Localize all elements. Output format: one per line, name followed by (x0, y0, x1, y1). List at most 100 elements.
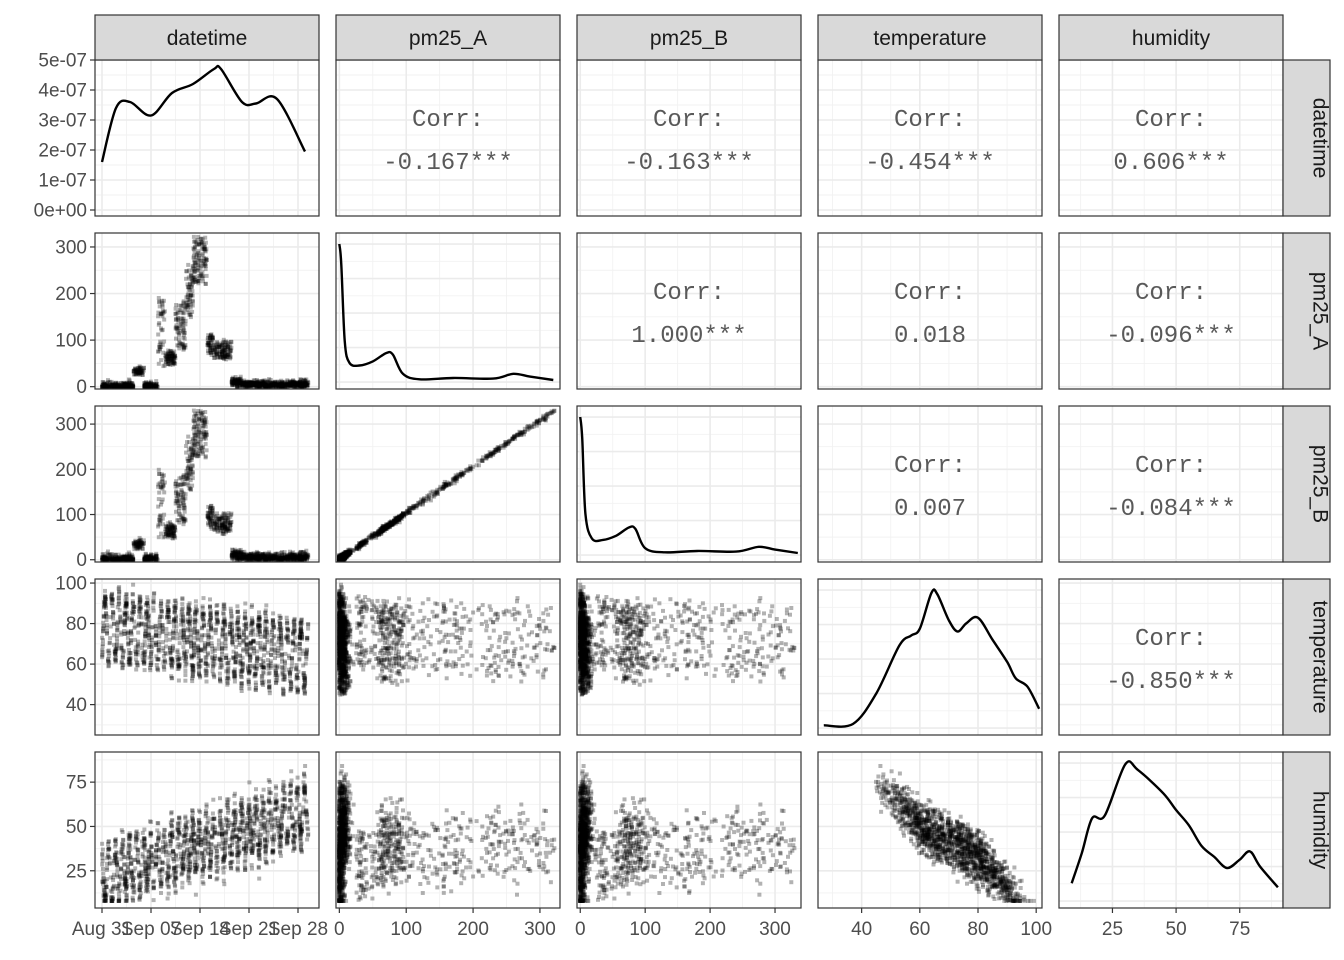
scatter-point (240, 381, 245, 386)
scatter-point (179, 322, 183, 327)
scatter-point (164, 359, 168, 364)
scatter-point (125, 383, 130, 388)
scatter-point (106, 553, 111, 558)
scatter-point (185, 285, 190, 290)
scatter-point (295, 383, 300, 387)
scatter-point (161, 310, 166, 315)
scatter-point (293, 381, 298, 386)
scatter-point (103, 383, 108, 388)
scatter-point (115, 383, 120, 388)
scatter-point (102, 383, 107, 388)
scatter-point (197, 241, 201, 246)
scatter-point (165, 355, 170, 360)
scatter-point (233, 378, 238, 382)
scatter-point (214, 352, 219, 357)
scatter-point (228, 356, 232, 361)
scatter-point (131, 369, 136, 374)
scatter-point (198, 273, 203, 278)
scatter-point (297, 380, 302, 385)
scatter-point (257, 384, 262, 389)
scatter-point (193, 269, 197, 274)
scatter-point (209, 526, 214, 531)
scatter-point (476, 458, 481, 463)
scatter-point (234, 384, 239, 389)
scatter-point (186, 474, 191, 479)
scatter-point (196, 445, 201, 450)
scatter-point (261, 382, 266, 387)
scatter-point (173, 354, 178, 358)
scatter-point (161, 298, 166, 303)
scatter-point (190, 303, 195, 308)
scatter-point (103, 383, 108, 388)
scatter-point (240, 382, 245, 387)
scatter-point (200, 425, 205, 430)
scatter-point (142, 384, 147, 389)
scatter-point (228, 342, 233, 347)
scatter-point (209, 333, 213, 338)
correlation-label: Corr: (894, 453, 966, 480)
scatter-point (296, 382, 301, 387)
scatter-point (161, 535, 166, 540)
scatter-point (239, 381, 244, 385)
scatter-point (181, 335, 186, 340)
scatter-point (114, 384, 119, 389)
scatter-point (282, 379, 287, 384)
scatter-point (133, 372, 138, 376)
scatter-point (122, 384, 127, 389)
scatter-point (271, 384, 275, 389)
scatter-point (286, 380, 291, 385)
scatter-point (120, 383, 125, 388)
scatter-point (297, 557, 302, 562)
scatter-point (113, 384, 118, 389)
scatter-point (235, 381, 240, 386)
scatter-point (176, 333, 181, 337)
scatter-point (301, 384, 306, 389)
scatter-point (224, 353, 229, 358)
panel-datetime-vs-pm25_A: Corr:-0.167*** (335, 59, 561, 217)
panel-temperature-vs-datetime (94, 578, 320, 736)
scatter-point (174, 323, 179, 328)
scatter-point (151, 383, 156, 387)
scatter-point (294, 384, 299, 389)
scatter-point (278, 382, 282, 387)
scatter-point (183, 343, 188, 347)
scatter-point (300, 384, 305, 389)
scatter-point (278, 383, 283, 388)
scatter-point (235, 380, 240, 385)
scatter-point (212, 347, 217, 352)
scatter-point (158, 339, 163, 344)
scatter-point (190, 293, 195, 298)
scatter-point (281, 381, 286, 386)
scatter-point (122, 383, 127, 388)
scatter-point (248, 557, 253, 562)
density-curve-pm25_A (338, 243, 554, 382)
scatter-point (188, 305, 193, 310)
scatter-point (298, 382, 303, 387)
scatter-point (222, 346, 227, 350)
scatter-point (293, 381, 298, 386)
scatter-point (220, 343, 225, 348)
scatter-point (164, 356, 169, 361)
scatter-point (196, 263, 201, 267)
scatter-point (238, 376, 243, 381)
scatter-point (132, 368, 137, 373)
scatter-point (271, 382, 276, 387)
scatter-point (243, 380, 248, 385)
scatter-point (119, 384, 124, 389)
scatter-point (267, 384, 272, 389)
scatter-point (184, 276, 189, 281)
scatter-point (235, 379, 240, 384)
scatter-point (146, 384, 151, 389)
scatter-point (253, 381, 258, 385)
scatter-point (130, 384, 135, 389)
scatter-point (178, 308, 183, 313)
scatter-point (202, 264, 207, 269)
scatter-point (274, 384, 279, 389)
scatter-point (117, 383, 122, 387)
panel-pm25_B-vs-datetime (94, 405, 320, 563)
scatter-point (279, 384, 284, 389)
scatter-point (122, 381, 127, 386)
scatter-point (253, 381, 258, 386)
scatter-point (235, 384, 239, 389)
scatter-point (302, 379, 306, 384)
